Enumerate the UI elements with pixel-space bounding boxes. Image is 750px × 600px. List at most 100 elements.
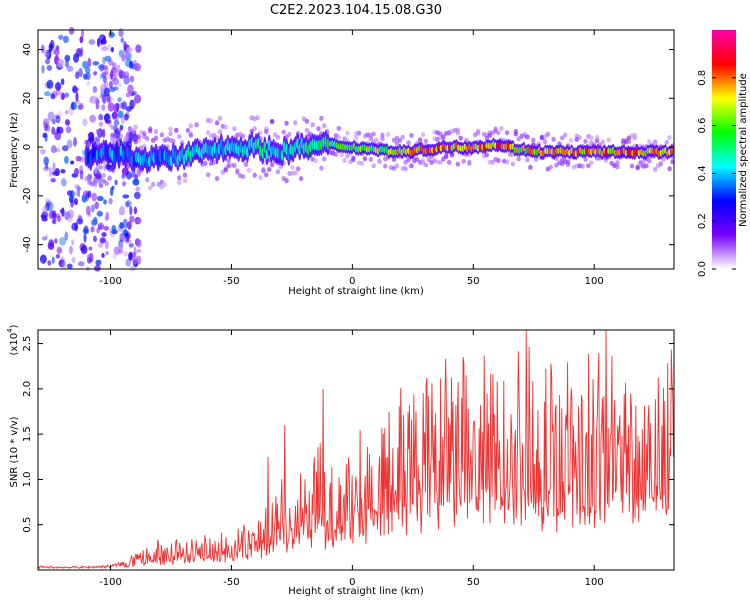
spectrogram-speckle [99, 73, 105, 80]
spectrogram-speckle [86, 81, 91, 86]
spectrogram-x-tick-label: 0 [349, 276, 355, 287]
spectrogram-halo [304, 118, 310, 124]
spectrogram-halo [368, 157, 373, 162]
spectrogram-halo [136, 134, 141, 140]
spectrogram-halo [354, 135, 359, 141]
spectrogram-speckle [42, 132, 47, 139]
spectrogram-frame [37, 29, 675, 270]
spectrogram-speckle [94, 264, 101, 272]
spectrogram-speckle [51, 210, 57, 218]
spectrogram-speckle [88, 131, 94, 139]
spectrogram-y-ticks: -40 -20 0 20 40 [22, 43, 674, 253]
spectrogram-speckle [39, 148, 46, 155]
spectrogram-speckle [126, 171, 133, 180]
colorbar-ticks: 0.0 0.2 0.4 0.6 0.8 [697, 70, 736, 277]
spectrogram-speckle [79, 102, 84, 110]
spectrogram-speckle [104, 55, 112, 62]
spectrogram-halo [252, 126, 257, 132]
spectrogram-speckle [73, 137, 77, 147]
spectrogram-speckle [135, 186, 141, 192]
spectrogram-halo [296, 166, 301, 172]
spectrogram-halo [130, 127, 135, 133]
spectrogram-speckle [123, 75, 130, 85]
spectrogram-speckle [104, 240, 109, 250]
spectrogram-speckle [113, 68, 119, 78]
spectrogram-speckle [123, 250, 128, 257]
spectrogram-speckle [60, 178, 67, 187]
spectrogram-speckle [113, 119, 120, 126]
spectrogram-halo [217, 129, 223, 135]
spectrogram-speckle [79, 170, 84, 180]
spectrogram-halo [284, 120, 289, 126]
spectrogram-speckle [74, 184, 80, 189]
spectrogram-halo [345, 130, 350, 136]
spectrogram-halo [240, 174, 246, 180]
spectrogram-halo [394, 140, 400, 146]
spectrogram-halo [290, 164, 295, 170]
spectrogram-halo [232, 126, 237, 132]
spectrogram-speckle [82, 190, 90, 197]
spectrogram-halo [420, 132, 426, 138]
spectrogram-speckle [90, 226, 95, 233]
spectrogram-speckle [96, 210, 103, 217]
spectrogram-halo [600, 139, 606, 145]
spectrogram-speckle [55, 147, 61, 153]
spectrogram-halo [586, 163, 591, 169]
spectrogram-halo [499, 126, 504, 131]
spectrogram-speckle [101, 104, 106, 111]
spectrogram-halo [644, 163, 649, 169]
spectrogram-halo [455, 161, 460, 167]
spectrogram-x-label: Height of straight line (km) [288, 286, 424, 297]
colorbar-tick-label: 0.2 [697, 213, 708, 229]
spectrogram-speckle [66, 263, 73, 269]
spectrogram-speckle [110, 73, 116, 82]
spectrogram-halo [223, 167, 228, 173]
snr-series-line [37, 329, 674, 570]
spectrogram-speckle [41, 236, 48, 241]
spectrogram-speckle [72, 87, 80, 92]
colorbar-tick-label: 0.0 [697, 261, 708, 277]
spectrogram-halo [145, 177, 150, 183]
snr-multiplier-base: (x10 [9, 333, 20, 356]
spectrogram-halo [371, 131, 376, 137]
spectrogram-halo [162, 182, 167, 188]
spectrogram-speckle [104, 215, 108, 222]
spectrogram-halo [661, 156, 666, 162]
spectrogram-halo [269, 118, 275, 124]
spectrogram-halo [322, 123, 327, 129]
spectrogram-speckle [110, 46, 115, 53]
spectrogram-halo [441, 134, 446, 140]
spectrogram-halo [142, 131, 147, 137]
spectrogram-speckle [42, 118, 50, 128]
spectrogram-speckle [112, 116, 119, 121]
spectrogram-speckle [95, 259, 102, 266]
spectrogram-halo [179, 139, 185, 145]
spectrogram-y-tick-label: -20 [22, 188, 33, 204]
spectrogram-halo [406, 140, 411, 146]
spectrogram-speckle [118, 69, 124, 79]
spectrogram-speckle [44, 58, 51, 65]
spectrogram-speckle [110, 70, 114, 80]
spectrogram-speckle [76, 218, 84, 225]
spectrogram-speckle [44, 198, 52, 203]
spectrogram-speckle [46, 64, 53, 71]
spectrogram-speckle [84, 66, 91, 74]
spectrogram-speckle [123, 113, 129, 121]
spectrogram-speckle [82, 228, 90, 235]
spectrogram-halo [226, 158, 231, 164]
spectrogram-halo [594, 134, 600, 140]
spectrogram-speckle [62, 35, 69, 44]
spectrogram-speckle [50, 39, 55, 49]
spectrogram-halo [531, 137, 536, 143]
spectrogram-speckle [51, 219, 56, 224]
spectrogram-halo [107, 175, 112, 181]
spectrogram-halo [281, 129, 286, 135]
spectrogram-halo [133, 124, 138, 130]
spectrogram-speckle [125, 200, 132, 207]
spectrogram-speckle [101, 71, 107, 78]
spectrogram-speckle [92, 86, 98, 93]
spectrogram-halo [339, 152, 344, 158]
spectrogram-halo [345, 153, 350, 159]
spectrogram-speckle [128, 252, 133, 261]
spectrogram-speckle [76, 186, 81, 192]
